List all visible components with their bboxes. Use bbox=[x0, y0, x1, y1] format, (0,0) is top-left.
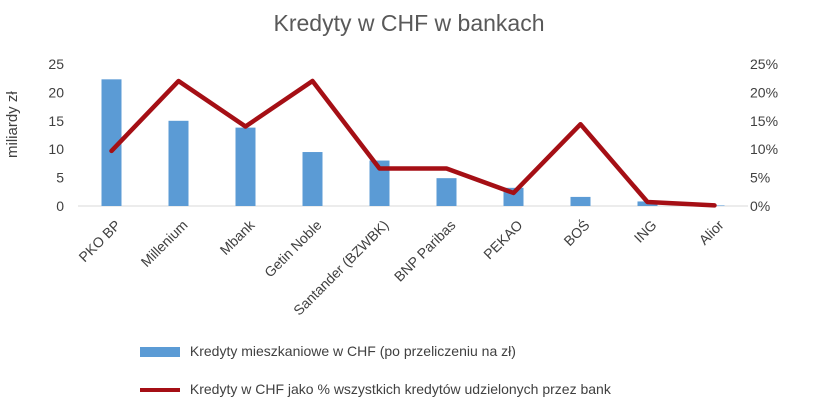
y-tick-label: 10 bbox=[48, 141, 64, 157]
legend-swatch-bar bbox=[140, 347, 180, 358]
y2-tick-label: 5% bbox=[750, 170, 770, 186]
bar bbox=[436, 178, 457, 206]
bar bbox=[168, 120, 189, 206]
legend: Kredyty mieszkaniowe w CHF (po przelicze… bbox=[140, 340, 611, 416]
x-tick-label: Getin Noble bbox=[261, 217, 325, 281]
y-tick-label: 25 bbox=[48, 56, 64, 72]
y-tick-label: 0 bbox=[56, 198, 64, 214]
y2-tick-label: 15% bbox=[750, 113, 778, 129]
chart-title: Kredyty w CHF w bankach bbox=[273, 10, 545, 36]
y2-tick-label: 10% bbox=[750, 141, 778, 157]
x-tick-label: PKO BP bbox=[75, 217, 123, 265]
bar bbox=[235, 127, 256, 206]
y-tick-label: 15 bbox=[48, 113, 64, 129]
y2-tick-label: 0% bbox=[750, 198, 770, 214]
x-tick-label: PEKAO bbox=[480, 217, 526, 263]
bar bbox=[369, 160, 390, 206]
legend-label-line: Kredyty w CHF jako % wszystkich kredytów… bbox=[189, 381, 611, 397]
y-tick-label: 5 bbox=[56, 170, 64, 186]
x-tick-label: BNP Paribas bbox=[391, 217, 459, 285]
legend-item-bars: Kredyty mieszkaniowe w CHF (po przelicze… bbox=[140, 340, 611, 362]
legend-item-line: Kredyty w CHF jako % wszystkich kredytów… bbox=[140, 378, 611, 400]
legend-label-bars: Kredyty mieszkaniowe w CHF (po przelicze… bbox=[189, 343, 516, 359]
y2-tick-label: 20% bbox=[750, 84, 778, 100]
line-series bbox=[109, 78, 717, 208]
x-tick-label: Millenium bbox=[137, 217, 190, 270]
y-tick-label: 20 bbox=[48, 84, 64, 100]
bar bbox=[101, 79, 122, 206]
x-tick-label: Alior bbox=[695, 217, 726, 248]
x-tick-label: BOŚ bbox=[560, 216, 593, 249]
y2-tick-label: 25% bbox=[750, 56, 778, 72]
bar bbox=[570, 196, 591, 206]
legend-swatch-line bbox=[140, 388, 180, 393]
bar bbox=[302, 152, 323, 206]
x-tick-label: ING bbox=[631, 217, 660, 246]
x-tick-label: Mbank bbox=[217, 216, 259, 258]
